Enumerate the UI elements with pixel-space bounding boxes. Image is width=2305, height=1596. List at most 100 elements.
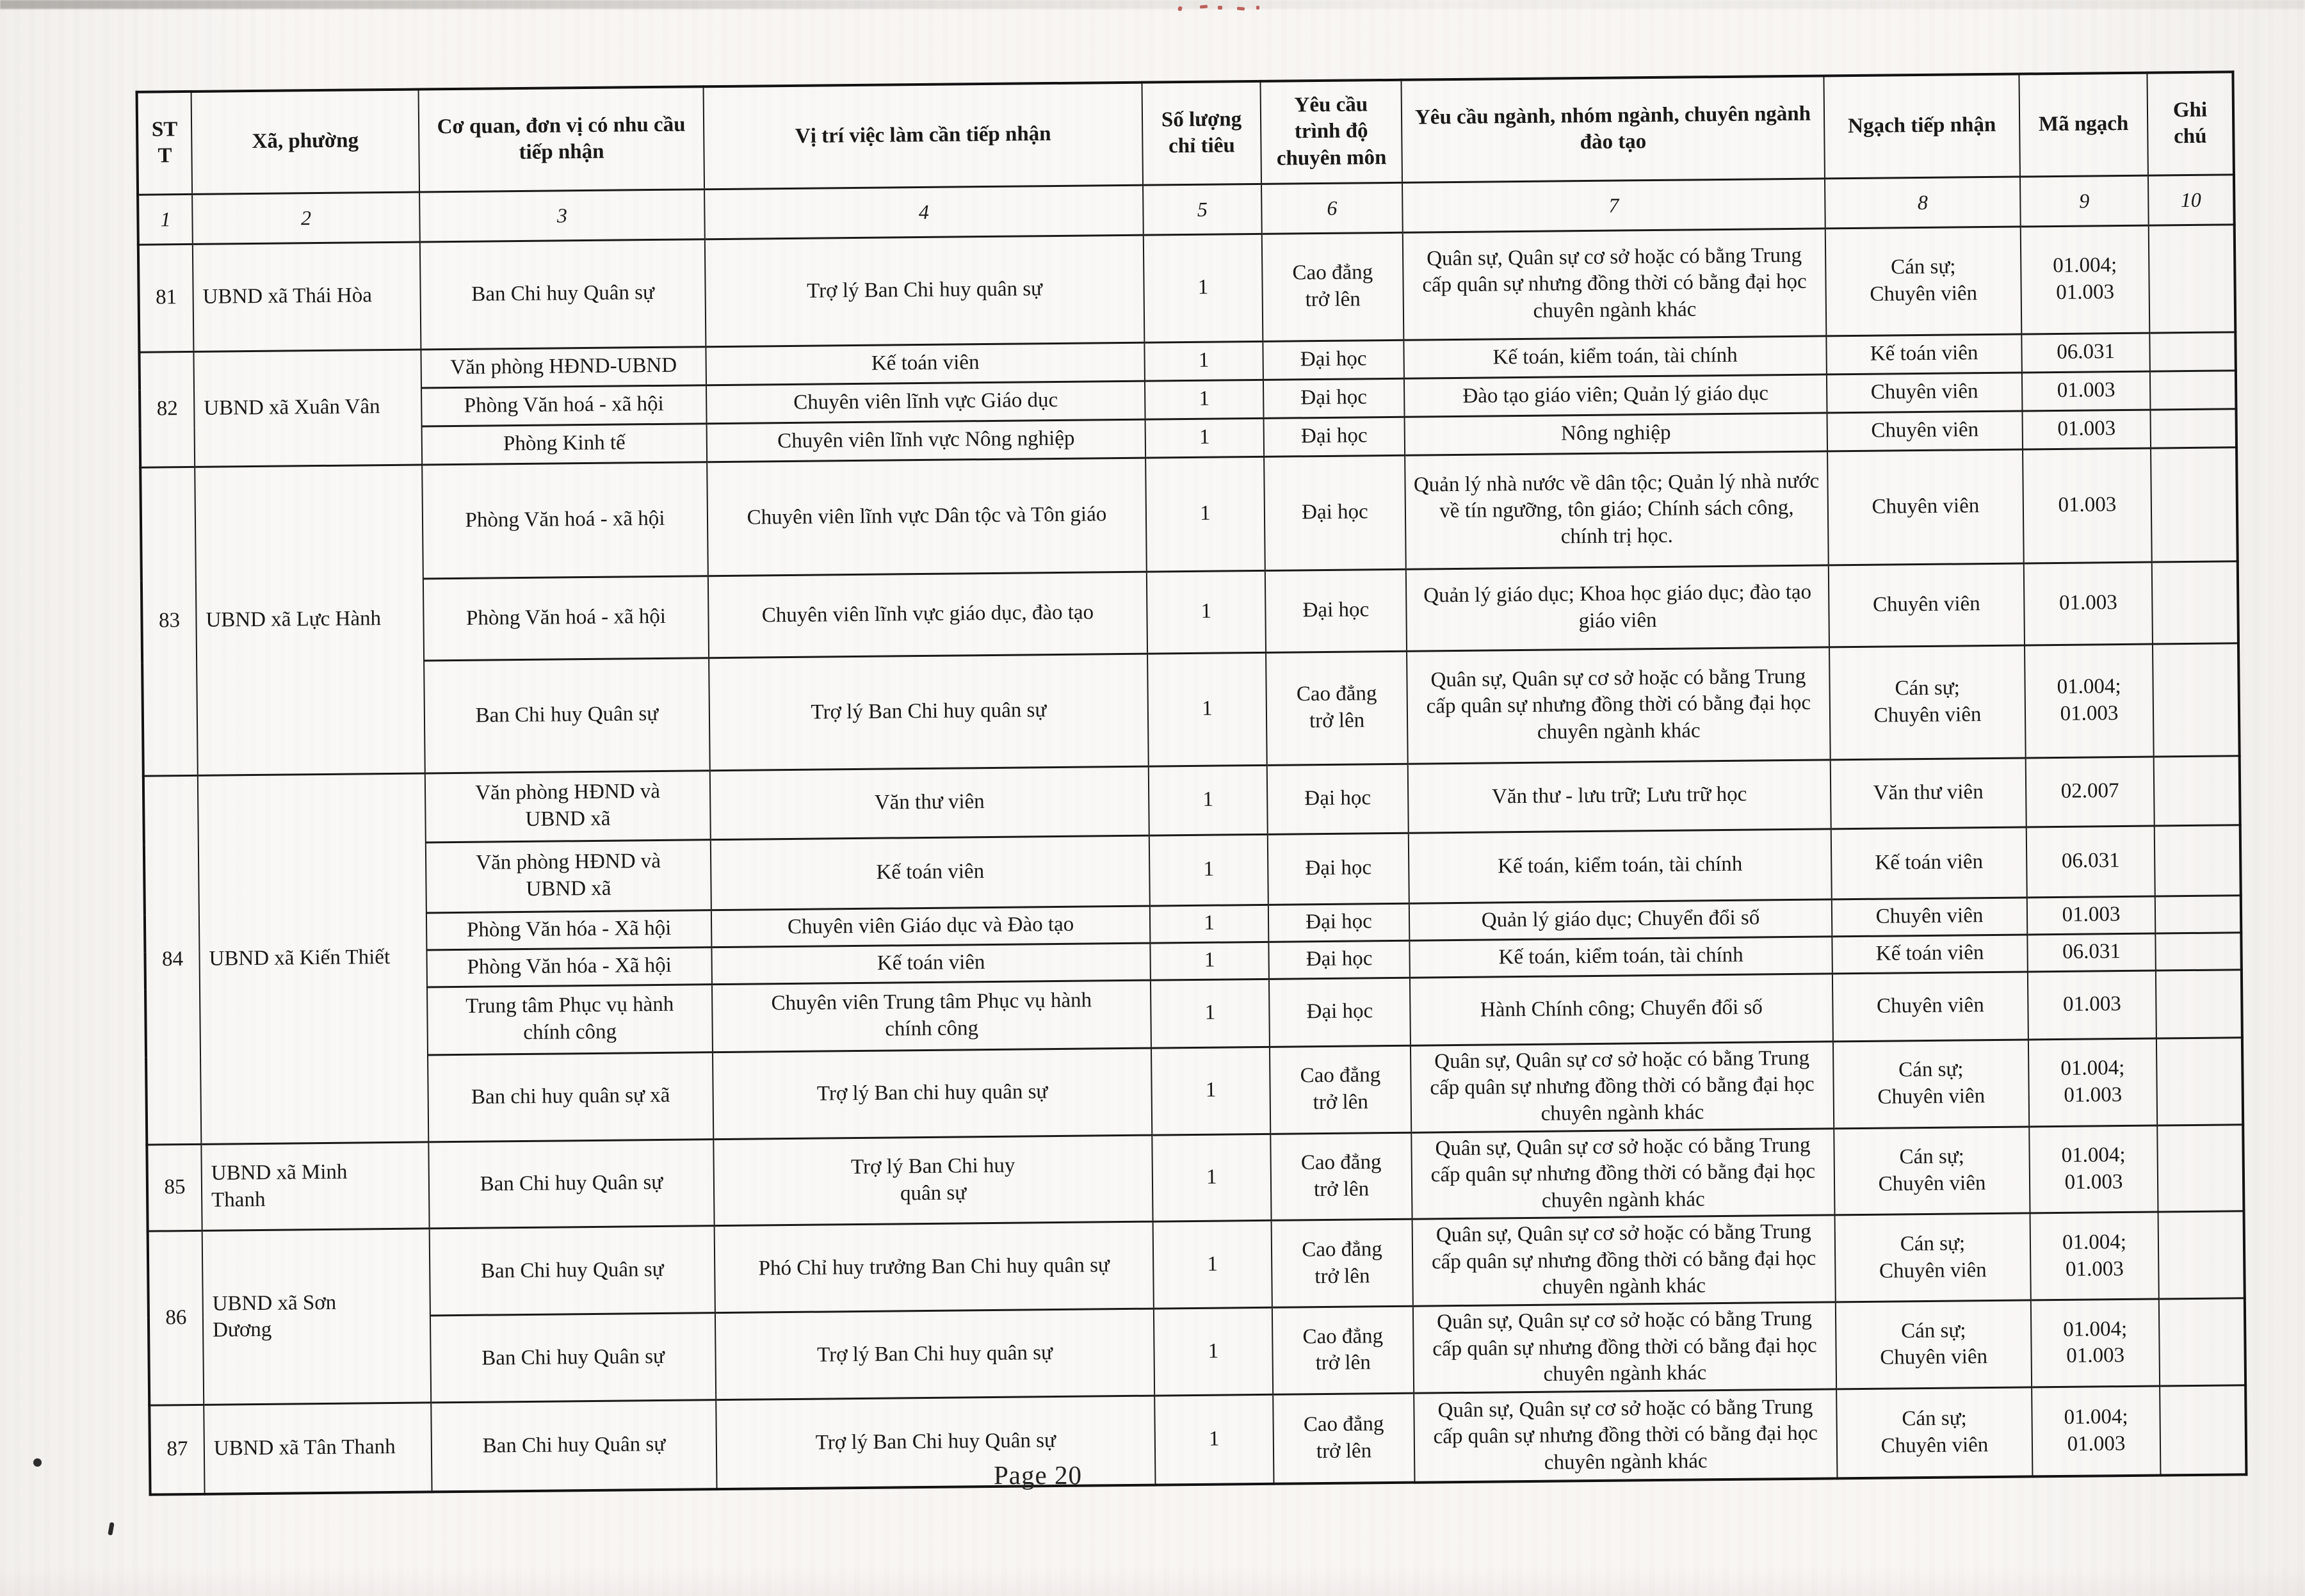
major-cell: Nông nghiệp [1404, 412, 1828, 455]
major-cell: Quân sự, Quân sự cơ sở hoặc có bằng Trun… [1407, 647, 1831, 764]
rank-cell: Kế toán viên [1831, 826, 2027, 899]
note-cell [2156, 1037, 2244, 1125]
major-cell: Văn thư - lưu trữ; Lưu trữ học [1407, 759, 1831, 833]
note-cell [2148, 224, 2236, 333]
position-cell: Trợ lý Ban chi huy quân sự [712, 1047, 1152, 1140]
note-cell [2150, 408, 2237, 448]
commune-cell: UBND xã Tân Thanh [204, 1402, 432, 1495]
position-cell: Phó Chỉ huy trưởng Ban Chi huy quân sự [714, 1221, 1154, 1313]
column-number: 8 [1824, 176, 2021, 229]
column-header-education: Yêu cầu trình độ chuyên môn [1260, 79, 1403, 184]
column-number: 5 [1143, 183, 1262, 235]
agency-cell: Ban Chi huy Quân sự [431, 1399, 717, 1492]
stt-cell: 86 [147, 1230, 204, 1405]
position-cell: Chuyên viên Trung tâm Phục vụ hành chính… [711, 979, 1151, 1052]
quota-cell: 1 [1150, 941, 1269, 980]
commune-cell: UBND xã Kiến Thiết [197, 773, 429, 1144]
table-row: 81 UBND xã Thái Hòa Ban Chi huy Quân sự … [138, 224, 2236, 352]
major-cell: Quân sự, Quân sự cơ sở hoặc có bằng Trun… [1412, 1215, 1836, 1307]
agency-cell: Văn phòng HĐND và UBND xã [425, 770, 711, 842]
education-cell: Cao đẳng trở lên [1269, 1045, 1412, 1134]
position-cell: Trợ lý Ban Chi huy quân sự [709, 653, 1149, 771]
agency-cell: Ban Chi huy Quân sự [424, 657, 710, 773]
rank-cell: Chuyên viên [1832, 971, 2028, 1042]
note-cell [2160, 1385, 2247, 1476]
agency-cell: Phòng Kinh tế [421, 423, 708, 465]
major-cell: Kế toán, kiểm toán, tài chính [1403, 335, 1827, 378]
rank-cell: Văn thư viên [1830, 757, 2026, 829]
quota-cell: 1 [1150, 978, 1270, 1048]
quota-cell: 1 [1153, 1307, 1274, 1396]
rank-cell: Cán sự; Chuyên viên [1834, 1126, 2030, 1216]
ink-dot [33, 1458, 42, 1467]
major-cell: Quân sự, Quân sự cơ sở hoặc có bằng Trun… [1412, 1302, 1837, 1393]
major-cell: Quân sự, Quân sự cơ sở hoặc có bằng Trun… [1402, 228, 1827, 340]
agency-cell: Ban chi huy quân sự xã [428, 1052, 714, 1142]
stt-cell: 82 [139, 351, 195, 467]
column-header-commune: Xã, phường [191, 89, 420, 194]
position-cell: Chuyên viên lĩnh vực giáo dục, đào tạo [708, 571, 1148, 658]
header-row: STT Xã, phường Cơ quan, đơn vị có nhu cầ… [136, 72, 2234, 195]
agency-cell: Trung tâm Phục vụ hành chính công [426, 984, 713, 1055]
position-cell: Văn thư viên [709, 766, 1149, 840]
education-cell: Đại học [1268, 903, 1410, 942]
table-row: 83 UBND xã Lực Hành Phòng Văn hoá - xã h… [140, 447, 2238, 776]
education-cell: Đại học [1264, 455, 1406, 570]
rank-code-cell: 01.004; 01.003 [2029, 1125, 2158, 1214]
quota-cell: 1 [1148, 764, 1268, 835]
position-cell: Trợ lý Ban Chi huy quân sự [704, 234, 1145, 347]
education-cell: Đại học [1267, 832, 1409, 905]
education-cell: Cao đẳng trở lên [1271, 1219, 1413, 1308]
column-number: 10 [2147, 174, 2235, 225]
rank-code-cell: 01.004; 01.003 [2030, 1212, 2159, 1300]
note-cell [2151, 447, 2238, 562]
quota-cell: 1 [1146, 570, 1266, 654]
quota-cell: 1 [1151, 1046, 1271, 1135]
rank-cell: Cán sự; Chuyên viên [1829, 645, 2026, 760]
rank-code-cell: 01.003 [2026, 896, 2156, 935]
red-pen-marks [1177, 4, 1319, 18]
position-cell: Chuyên viên lĩnh vực Giáo dục [706, 380, 1145, 424]
major-cell: Quản lý nhà nước về dân tộc; Quản lý nhà… [1405, 451, 1829, 569]
education-cell: Cao đẳng trở lên [1272, 1306, 1414, 1395]
stt-cell: 85 [147, 1143, 202, 1232]
agency-cell: Ban Chi huy Quân sự [419, 239, 706, 350]
education-cell: Đại học [1268, 940, 1410, 979]
note-cell [2155, 932, 2242, 971]
note-cell [2151, 561, 2238, 644]
education-cell: Đại học [1268, 977, 1411, 1047]
note-cell [2153, 755, 2240, 826]
rank-code-cell: 06.031 [2021, 332, 2150, 373]
column-header-rank-code: Mã ngạch [2019, 72, 2148, 177]
education-cell: Đại học [1265, 568, 1407, 652]
agency-cell: Phòng Văn hoá - xã hội [423, 576, 709, 661]
education-cell: Đại học [1263, 416, 1405, 456]
quota-cell: 1 [1152, 1133, 1272, 1222]
quota-cell: 1 [1147, 652, 1267, 766]
note-cell [2149, 370, 2236, 410]
column-number: 3 [419, 189, 705, 242]
column-header-quota: Số lượng chỉ tiêu [1142, 81, 1262, 185]
agency-cell: Văn phòng HĐND và UBND xã [425, 839, 711, 913]
column-number: 7 [1402, 178, 1825, 232]
education-cell: Đại học [1263, 339, 1404, 380]
commune-cell: UBND xã Thái Hòa [192, 241, 421, 351]
column-number: 4 [704, 184, 1144, 239]
quota-cell: 1 [1145, 417, 1265, 458]
education-cell: Đại học [1263, 378, 1405, 418]
quota-cell: 1 [1152, 1220, 1272, 1309]
major-cell: Hành Chính công; Chuyển đổi số [1409, 973, 1833, 1045]
rank-code-cell: 01.004; 01.003 [2024, 643, 2154, 758]
position-cell: Trợ lý Ban Chi huy Quân sự [716, 1395, 1156, 1490]
quota-cell: 1 [1154, 1394, 1274, 1485]
agency-cell: Phòng Văn hoá - xã hội [422, 462, 708, 579]
agency-cell: Ban Chi huy Quân sự [430, 1312, 716, 1403]
education-cell: Cao đẳng trở lên [1270, 1132, 1412, 1221]
rank-code-cell: 01.003 [2023, 447, 2152, 563]
rank-code-cell: 06.031 [2026, 825, 2155, 898]
stt-cell: 83 [140, 466, 198, 776]
commune-cell: UBND xã Sơn Dương [202, 1229, 432, 1405]
position-cell: Kế toán viên [711, 942, 1151, 985]
rank-cell: Chuyên viên [1826, 372, 2023, 413]
note-cell [2158, 1298, 2246, 1386]
